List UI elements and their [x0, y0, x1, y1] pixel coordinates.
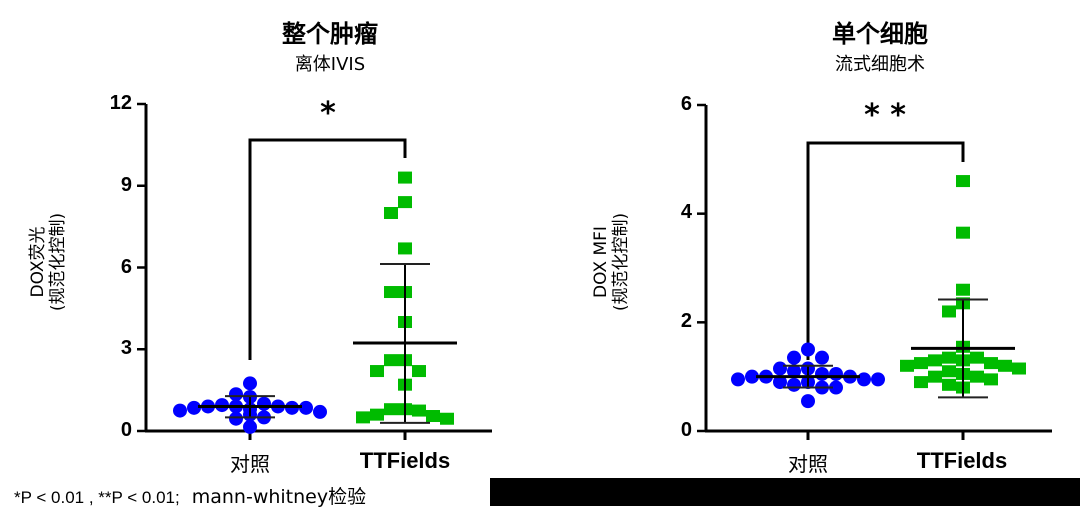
right-ttfields-point [956, 175, 970, 188]
right-ttfields-point [956, 226, 970, 239]
right-ttfields-point [984, 357, 998, 370]
left-xcat-ttfields: TTFields [359, 448, 451, 473]
right-ttfields-point [942, 305, 956, 318]
left-ttfields-point [384, 403, 398, 416]
right-ttfields-point [970, 351, 984, 364]
right-control-point [829, 380, 843, 395]
right-ttfields-point [998, 359, 1012, 372]
left-control-point [173, 403, 187, 418]
left-ttfields-point [356, 411, 370, 424]
left-ttfields-point [412, 404, 426, 417]
right-ttfields-point [942, 365, 956, 378]
right-control-point [773, 375, 787, 390]
footnote: *P < 0.01 , **P < 0.01; mann-whitney检验 [14, 482, 366, 509]
right-ytick-0: 0 [680, 419, 692, 441]
right-control-point [773, 361, 787, 376]
left-ttfields-point [426, 410, 440, 423]
right-ttfields-point [942, 351, 956, 364]
right-xcat-control: 对照 [788, 452, 828, 476]
right-ttfields-point [914, 357, 928, 370]
right-control-point [787, 377, 801, 392]
left-ttfields-point [412, 365, 426, 378]
right-control-point [815, 350, 829, 365]
right-ttfields-point [942, 378, 956, 391]
right-control-point [787, 364, 801, 379]
right-significance-bracket [806, 141, 965, 360]
right-control-point [815, 366, 829, 381]
right-ytick-6: 6 [680, 93, 692, 115]
left-ytick-9: 9 [120, 174, 132, 196]
right-control-point [745, 369, 759, 384]
left-control-point [243, 376, 257, 391]
right-control-point [731, 372, 745, 387]
left-ytick-3: 3 [120, 337, 132, 359]
right-ttfields-point [984, 373, 998, 386]
left-ttfields-point [370, 408, 384, 421]
right-control-point [801, 394, 815, 409]
left-ttfields-point [398, 196, 412, 209]
right-significance-marker: * * [864, 98, 906, 133]
left-ttfields-point [370, 365, 384, 378]
left-ttfields-point [440, 412, 454, 425]
right-control-point [801, 342, 815, 357]
left-control-point [187, 400, 201, 415]
left-control-point [243, 419, 257, 434]
left-control-point [229, 411, 243, 426]
left-ttfields-point [398, 171, 412, 184]
right-ytick-4: 4 [680, 201, 692, 223]
right-control-point [829, 366, 843, 381]
right-chart-subtitle: 流式细胞术 [835, 54, 925, 75]
left-ttfields-point [384, 207, 398, 219]
left-ytick-12: 12 [109, 92, 132, 114]
left-ttfields-point [384, 354, 398, 367]
left-control-point [313, 404, 327, 419]
right-ttfields-point [914, 376, 928, 389]
right-ttfields-point [928, 370, 942, 383]
redaction-bar [490, 478, 1080, 506]
left-xcat-control: 对照 [230, 452, 270, 476]
left-control-point [299, 400, 313, 415]
right-ttfields-point [900, 359, 914, 372]
right-xcat-ttfields: TTFields [916, 448, 1008, 473]
right-ttfields-point [970, 370, 984, 383]
left-ttfields-point [384, 286, 398, 299]
right-ttfields-point [928, 354, 942, 367]
footnote-test-name: mann-whitney检验 [191, 486, 367, 508]
left-significance-bracket [248, 138, 407, 360]
right-ttfields-point [1012, 362, 1026, 375]
left-ytick-0: 0 [120, 419, 132, 441]
left-ttfields-point [398, 242, 412, 255]
right-control-point [787, 350, 801, 365]
right-chart-title: 单个细胞 [832, 20, 928, 48]
left-control-point [229, 387, 243, 402]
right-ytick-2: 2 [680, 310, 692, 332]
left-control-point [257, 396, 271, 411]
right-ttfields-point [956, 283, 970, 296]
left-ytick-6: 6 [120, 256, 132, 278]
footnote-pvalues: *P < 0.01 , **P < 0.01; [14, 488, 180, 507]
right-control-point [871, 372, 885, 387]
right-control-point [857, 372, 871, 387]
left-significance-marker: * [320, 96, 336, 131]
left-chart-subtitle: 离体IVIS [294, 54, 366, 75]
left-chart-title: 整个肿瘤 [282, 20, 378, 48]
